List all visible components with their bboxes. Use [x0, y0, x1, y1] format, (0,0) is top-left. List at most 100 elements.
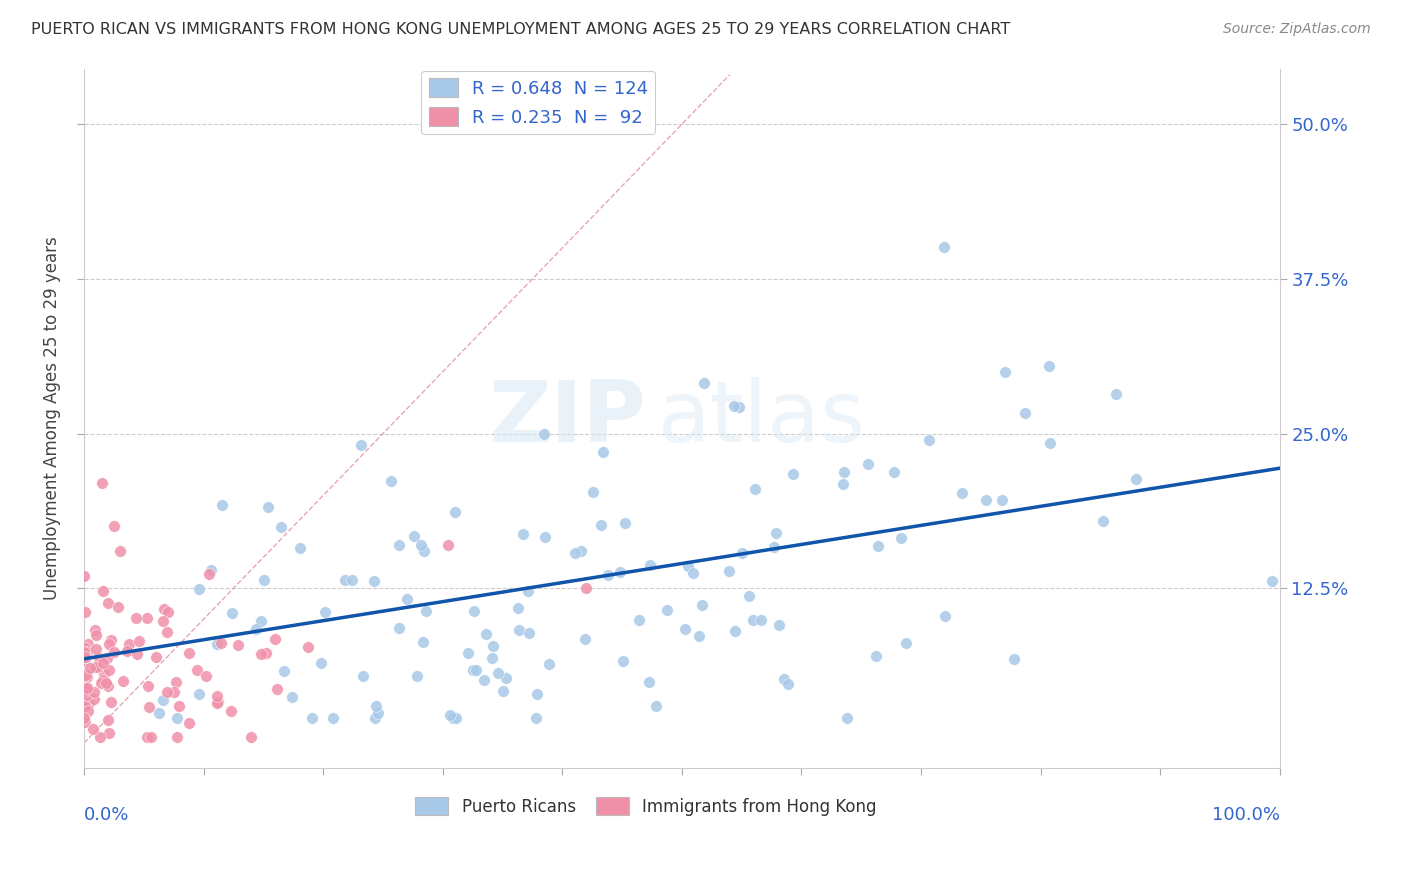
Point	[198, 566, 221, 581]
Point	[226, 638, 249, 652]
Point	[75, 667, 97, 681]
Point	[673, 622, 696, 636]
Point	[103, 519, 125, 533]
Point	[205, 637, 228, 651]
Point	[638, 558, 661, 573]
Point	[253, 573, 276, 587]
Point	[890, 531, 912, 545]
Point	[136, 611, 159, 625]
Point	[145, 649, 167, 664]
Point	[76, 681, 98, 695]
Point	[297, 640, 319, 654]
Point	[166, 730, 188, 744]
Point	[612, 654, 634, 668]
Point	[157, 606, 180, 620]
Point	[205, 689, 228, 703]
Point	[724, 624, 747, 639]
Point	[537, 657, 560, 671]
Point	[76, 704, 98, 718]
Point	[73, 568, 96, 582]
Point	[188, 687, 211, 701]
Point	[93, 667, 115, 681]
Point	[517, 625, 540, 640]
Point	[156, 684, 179, 698]
Point	[569, 543, 592, 558]
Point	[782, 467, 804, 481]
Point	[367, 706, 389, 720]
Point	[270, 519, 292, 533]
Point	[1091, 514, 1114, 528]
Point	[76, 689, 98, 703]
Point	[273, 664, 295, 678]
Point	[100, 695, 122, 709]
Point	[125, 611, 148, 625]
Point	[446, 711, 468, 725]
Point	[288, 541, 311, 556]
Point	[314, 605, 336, 619]
Point	[508, 623, 530, 637]
Point	[209, 635, 232, 649]
Point	[526, 687, 548, 701]
Point	[363, 574, 385, 589]
Point	[1039, 436, 1062, 450]
Point	[75, 641, 97, 656]
Point	[177, 716, 200, 731]
Point	[205, 696, 228, 710]
Point	[250, 614, 273, 628]
Point	[107, 599, 129, 614]
Point	[163, 684, 186, 698]
Point	[91, 476, 114, 491]
Point	[108, 544, 131, 558]
Y-axis label: Unemployment Among Ages 25 to 29 years: Unemployment Among Ages 25 to 29 years	[44, 236, 60, 600]
Point	[994, 365, 1017, 379]
Point	[682, 566, 704, 580]
Point	[776, 677, 799, 691]
Point	[482, 639, 505, 653]
Point	[574, 632, 596, 647]
Point	[591, 517, 613, 532]
Point	[333, 573, 356, 587]
Point	[179, 646, 201, 660]
Point	[153, 601, 176, 615]
Point	[524, 711, 547, 725]
Point	[856, 458, 879, 472]
Point	[492, 683, 515, 698]
Point	[77, 637, 100, 651]
Point	[125, 647, 148, 661]
Point	[257, 500, 280, 515]
Point	[79, 696, 101, 710]
Text: Source: ZipAtlas.com: Source: ZipAtlas.com	[1223, 22, 1371, 37]
Point	[934, 609, 956, 624]
Point	[221, 607, 243, 621]
Point	[575, 581, 598, 595]
Point	[94, 676, 117, 690]
Point	[82, 722, 104, 736]
Point	[894, 636, 917, 650]
Point	[97, 725, 120, 739]
Point	[211, 498, 233, 512]
Point	[444, 505, 467, 519]
Point	[768, 618, 790, 632]
Point	[188, 582, 211, 596]
Point	[86, 660, 108, 674]
Point	[463, 664, 485, 678]
Point	[582, 484, 605, 499]
Point	[301, 711, 323, 725]
Point	[264, 632, 287, 646]
Point	[1261, 574, 1284, 588]
Point	[883, 465, 905, 479]
Point	[195, 669, 218, 683]
Point	[627, 614, 650, 628]
Point	[186, 663, 208, 677]
Point	[495, 671, 517, 685]
Point	[406, 668, 429, 682]
Point	[141, 730, 163, 744]
Point	[723, 399, 745, 413]
Point	[166, 711, 188, 725]
Point	[645, 698, 668, 713]
Point	[136, 730, 159, 744]
Point	[84, 642, 107, 657]
Point	[932, 240, 955, 254]
Point	[97, 679, 120, 693]
Point	[91, 657, 114, 671]
